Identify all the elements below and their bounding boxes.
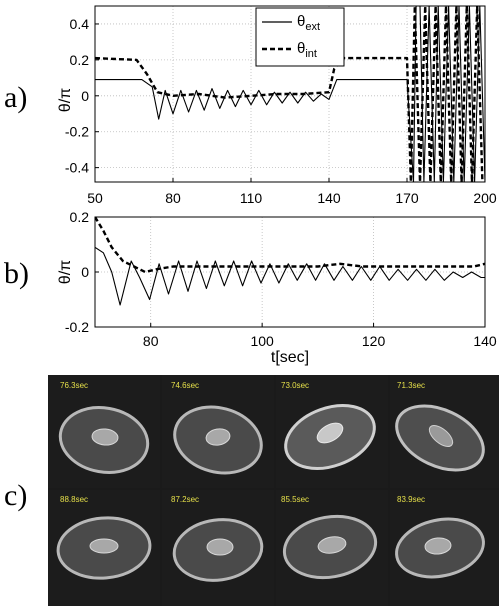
legend-int-label: θint — [297, 40, 317, 60]
chart-b: 80 100 120 140 0.2 0 -0.2 θ/π t[sec] — [57, 209, 497, 366]
timestamp: 83.9sec — [397, 495, 425, 504]
x-tick-label: 80 — [143, 333, 159, 349]
y-tick-label: 0 — [81, 88, 89, 104]
x-tick-label: 200 — [473, 190, 497, 206]
x-tick-label: 50 — [87, 190, 103, 206]
y-tick-label: -0.2 — [65, 319, 89, 335]
x-tick-label: 140 — [317, 190, 341, 206]
x-tick-label: 100 — [250, 333, 274, 349]
panel-label-b: b) — [4, 257, 29, 290]
x-tick-label: 120 — [362, 333, 386, 349]
chart-b-grid — [95, 217, 485, 327]
y-tick-label: 0.2 — [70, 209, 90, 225]
cell-image-r2c4: 83.9sec — [390, 490, 499, 606]
legend-box — [255, 7, 345, 67]
timestamp: 85.5sec — [281, 495, 309, 504]
cell-image-r1c2: 74.6sec — [162, 375, 274, 488]
legend-ext-sub: ext — [305, 21, 320, 33]
series-line-int — [95, 6, 484, 182]
y-tick-label: 0 — [81, 264, 89, 280]
panel-label-c: c) — [4, 479, 27, 512]
legend-ext-base: θ — [297, 13, 305, 30]
panel-label-a: a) — [4, 81, 27, 114]
y-tick-label: 0.2 — [70, 52, 90, 68]
chart-a-legend: θext θint — [255, 7, 345, 67]
chart-a-frame — [94, 5, 486, 183]
x-tick-label: 80 — [165, 190, 181, 206]
chart-a: 50 80 110 140 170 200 0.4 0.2 0 -0.2 -0.4 θ/π θext… — [57, 5, 497, 206]
x-tick-label: 170 — [395, 190, 419, 206]
chart-b-ticks: 80 100 120 140 0.2 0 -0.2 — [65, 209, 497, 349]
series-line-ext — [95, 246, 485, 306]
y-tick-label: 0.4 — [70, 16, 90, 32]
cell-image-r1c4: 71.3sec — [390, 375, 499, 488]
cell-image-r2c2: 87.2sec — [162, 490, 274, 606]
x-tick-label: 140 — [473, 333, 497, 349]
series-line-int — [95, 217, 485, 274]
timestamp: 73.0sec — [281, 381, 309, 390]
legend-int-sub: int — [305, 48, 317, 60]
timestamp: 76.3sec — [60, 381, 88, 390]
legend-ext-label: θext — [297, 13, 320, 33]
timestamp: 74.6sec — [171, 381, 199, 390]
chart-a-ticks: 50 80 110 140 170 200 0.4 0.2 0 -0.2 -0.4 — [65, 16, 497, 206]
chart-b-y-axis-label: θ/π — [57, 260, 74, 284]
timestamp: 88.8sec — [60, 495, 88, 504]
cell-image-r1c1: 76.3sec — [48, 375, 160, 488]
timestamp: 87.2sec — [171, 495, 199, 504]
chart-b-x-axis-label: t[sec] — [271, 349, 309, 366]
chart-a-y-axis-label: θ/π — [57, 88, 74, 112]
cell-image-r2c1: 88.8sec — [48, 490, 160, 606]
chart-a-series — [95, 6, 485, 182]
cell-image-r1c3: 73.0sec — [276, 375, 388, 488]
y-tick-label: -0.4 — [65, 160, 89, 176]
legend-int-base: θ — [297, 40, 305, 57]
timestamp: 71.3sec — [397, 381, 425, 390]
y-tick-label: -0.2 — [65, 124, 89, 140]
cell-image-r2c3: 85.5sec — [276, 490, 388, 606]
x-tick-label: 110 — [240, 190, 263, 206]
image-grid: 76.3sec 74.6sec 73.0sec 71.3sec 88.8sec — [48, 375, 499, 606]
chart-b-series — [95, 217, 485, 306]
